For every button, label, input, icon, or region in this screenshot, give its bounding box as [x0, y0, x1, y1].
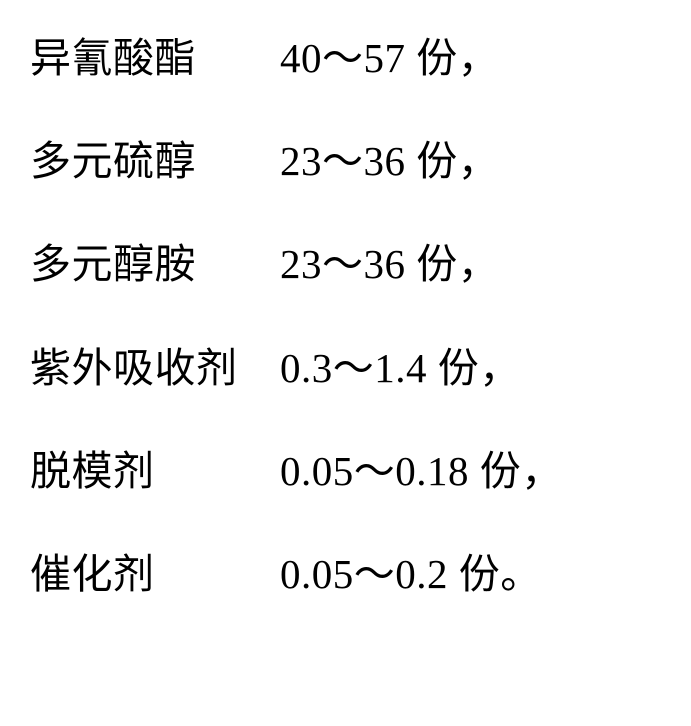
ingredient-amount: 23～36 份，: [280, 137, 499, 186]
ingredient-name: 催化剂: [30, 550, 280, 599]
list-item: 多元醇胺 23～36 份，: [30, 240, 671, 289]
ingredient-name: 多元醇胺: [30, 240, 280, 289]
ingredient-name: 紫外吸收剂: [30, 344, 280, 393]
ingredient-amount: 0.05～0.2 份。: [280, 550, 542, 599]
ingredient-amount: 23～36 份，: [280, 240, 499, 289]
list-item: 多元硫醇 23～36 份，: [30, 137, 671, 186]
ingredient-amount: 0.05～0.18 份，: [280, 447, 563, 496]
ingredient-name: 多元硫醇: [30, 137, 280, 186]
ingredient-amount: 0.3～1.4 份，: [280, 344, 521, 393]
ingredient-name: 脱模剂: [30, 447, 280, 496]
list-item: 紫外吸收剂 0.3～1.4 份，: [30, 344, 671, 393]
ingredient-list: 异氰酸酯 40～57 份， 多元硫醇 23～36 份， 多元醇胺 23～36 份…: [0, 0, 691, 599]
list-item: 催化剂 0.05～0.2 份。: [30, 550, 671, 599]
ingredient-name: 异氰酸酯: [30, 34, 280, 83]
list-item: 脱模剂 0.05～0.18 份，: [30, 447, 671, 496]
list-item: 异氰酸酯 40～57 份，: [30, 34, 671, 83]
ingredient-amount: 40～57 份，: [280, 34, 499, 83]
